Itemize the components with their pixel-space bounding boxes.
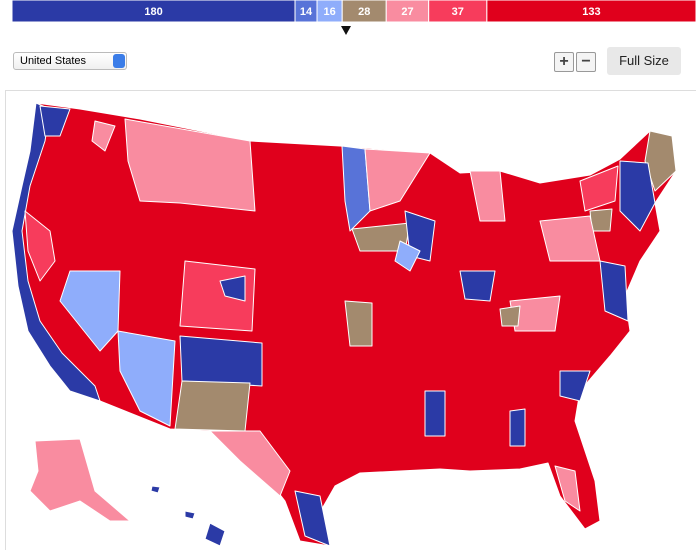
seat-count: 14 (300, 6, 313, 18)
seat-count: 28 (358, 6, 370, 18)
region (344, 300, 373, 347)
region (124, 118, 256, 212)
region (219, 275, 246, 302)
region (364, 148, 431, 212)
region (554, 465, 581, 512)
hawaii (204, 522, 226, 547)
region (469, 170, 506, 222)
seat-count: 27 (401, 6, 413, 18)
region (179, 335, 263, 387)
region (394, 240, 421, 272)
region (509, 408, 526, 447)
region (39, 105, 71, 137)
region (174, 380, 251, 432)
region (209, 430, 291, 497)
region (424, 390, 446, 437)
separator (5, 90, 696, 91)
region (589, 208, 613, 232)
region (499, 305, 521, 327)
region (91, 120, 116, 152)
dropdown-label: United States (20, 55, 87, 67)
region (579, 165, 619, 212)
hawaii (150, 485, 161, 494)
region (539, 215, 601, 262)
region (24, 210, 56, 282)
majority-marker (341, 26, 351, 35)
region (644, 130, 677, 192)
seat-count: 16 (324, 6, 336, 18)
full-size-button[interactable]: Full Size (607, 47, 681, 75)
alaska (29, 438, 131, 522)
seat-count: 180 (144, 6, 162, 18)
zoom-in[interactable]: + (554, 52, 574, 72)
state-dropdown[interactable]: United States (13, 52, 127, 70)
region (117, 330, 176, 427)
seat-count: 133 (582, 6, 600, 18)
separator (5, 90, 6, 550)
region (59, 270, 121, 352)
region (341, 145, 371, 232)
zoom-out[interactable]: − (576, 52, 596, 72)
region (459, 270, 496, 302)
region (599, 260, 629, 322)
hawaii (184, 510, 196, 520)
region (619, 160, 656, 232)
seat-bar: 180 14 16 28 27 37 133 (11, 0, 696, 35)
region (559, 370, 591, 402)
us-map (11, 102, 677, 547)
seat-count: 37 (452, 6, 464, 18)
region (294, 490, 331, 547)
dropdown-arrow (113, 54, 125, 68)
region (11, 102, 101, 402)
